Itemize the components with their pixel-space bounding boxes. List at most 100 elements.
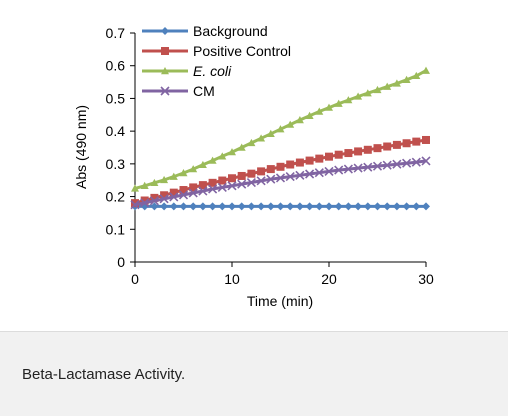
caption-panel: Beta-Lactamase Activity. xyxy=(0,332,508,416)
data-point xyxy=(344,149,353,158)
data-point xyxy=(411,157,421,167)
data-point xyxy=(131,199,139,208)
data-point xyxy=(354,92,363,100)
data-point xyxy=(422,135,430,144)
data-point xyxy=(169,192,179,202)
data-point xyxy=(402,75,411,83)
data-point xyxy=(373,85,382,94)
data-point xyxy=(246,177,256,188)
data-point xyxy=(373,202,382,211)
data-point xyxy=(421,156,431,166)
data-point xyxy=(131,184,139,192)
data-point xyxy=(334,165,344,175)
data-point xyxy=(247,202,256,211)
chart-area: 0 0.1 0.2 0.3 0.4 0.5 0.6 0.7 0 10 20 30 Background… xyxy=(0,23,508,332)
legend-entry: Positive Control xyxy=(142,43,291,59)
data-point xyxy=(334,202,343,211)
axes: 0 0.1 0.2 0.3 0.4 0.5 0.6 0.7 0 10 20 30 xyxy=(106,25,434,287)
data-point xyxy=(169,172,178,180)
data-point xyxy=(169,188,178,197)
data-point xyxy=(295,158,304,167)
data-point xyxy=(257,167,266,176)
line-chart: 0 0.1 0.2 0.3 0.4 0.5 0.6 0.7 0 10 20 30 Background… xyxy=(73,23,434,309)
data-point xyxy=(276,202,285,211)
series-group xyxy=(130,66,431,211)
data-point xyxy=(266,174,276,184)
data-point xyxy=(286,202,295,211)
data-point xyxy=(276,125,285,133)
figure-caption: Beta-Lactamase Activity. xyxy=(22,366,186,383)
data-point xyxy=(315,154,324,163)
data-point xyxy=(412,202,421,211)
data-point xyxy=(266,165,275,174)
data-point xyxy=(314,168,324,178)
data-point xyxy=(324,166,334,176)
data-point xyxy=(160,175,169,184)
legend-marker xyxy=(161,47,169,55)
data-point xyxy=(295,202,304,211)
legend-label: Positive Control xyxy=(193,43,291,59)
legend-marker xyxy=(161,27,169,35)
y-tick-label: 0 xyxy=(117,254,125,270)
data-point xyxy=(218,176,227,185)
data-point xyxy=(228,148,236,156)
data-point xyxy=(305,156,314,165)
data-point xyxy=(422,66,430,74)
data-point xyxy=(140,196,149,205)
data-point xyxy=(247,138,256,147)
series-2 xyxy=(131,66,430,192)
y-tick-label: 0.3 xyxy=(106,156,126,172)
data-point xyxy=(382,160,392,170)
data-point xyxy=(208,178,217,187)
data-point xyxy=(392,202,401,211)
data-point xyxy=(295,116,304,124)
x-tick-label: 0 xyxy=(131,271,139,287)
data-point xyxy=(179,169,188,177)
data-point xyxy=(372,161,383,171)
data-point xyxy=(169,202,178,211)
data-point xyxy=(150,178,159,187)
data-point xyxy=(217,182,227,192)
data-point xyxy=(325,103,333,111)
data-point xyxy=(160,191,169,200)
data-point xyxy=(189,165,198,173)
data-point xyxy=(363,202,372,211)
data-point xyxy=(266,202,275,211)
data-point xyxy=(315,202,324,211)
data-point xyxy=(402,202,411,211)
data-point xyxy=(198,186,208,196)
legend-entry: Background xyxy=(142,23,268,39)
data-point xyxy=(412,137,421,146)
data-point xyxy=(237,179,247,189)
legend-marker xyxy=(161,67,169,75)
data-point xyxy=(178,190,189,200)
data-point xyxy=(392,79,401,87)
data-point xyxy=(295,170,305,180)
data-point xyxy=(189,183,198,192)
data-point xyxy=(208,202,217,211)
data-point xyxy=(189,202,198,211)
data-point xyxy=(286,160,295,169)
x-axis-label: Time (min) xyxy=(247,293,313,309)
data-point xyxy=(218,202,227,211)
data-point xyxy=(237,143,246,151)
legend-marker xyxy=(160,86,170,96)
data-point xyxy=(325,152,333,161)
data-point xyxy=(208,184,218,194)
y-tick-label: 0.2 xyxy=(106,189,126,205)
data-point xyxy=(179,186,188,195)
data-point xyxy=(412,71,421,80)
series-0 xyxy=(131,202,430,211)
data-point xyxy=(344,202,353,211)
data-point xyxy=(422,202,430,211)
data-point xyxy=(130,200,140,210)
data-point xyxy=(315,107,324,115)
data-point xyxy=(188,188,198,198)
data-point xyxy=(305,111,314,119)
legend: Background Positive Control E. coli CM xyxy=(142,23,291,99)
x-tick-label: 30 xyxy=(418,271,434,287)
data-point xyxy=(237,202,246,211)
data-point xyxy=(305,202,314,211)
legend-label: CM xyxy=(193,83,215,99)
